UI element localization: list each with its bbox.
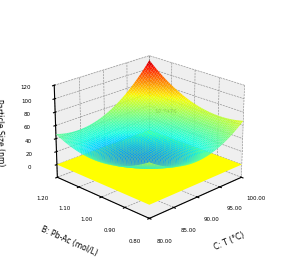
X-axis label: C: T (°C): C: T (°C)	[213, 230, 246, 252]
Y-axis label: B: Pb-Ac (mol/L): B: Pb-Ac (mol/L)	[40, 224, 99, 257]
